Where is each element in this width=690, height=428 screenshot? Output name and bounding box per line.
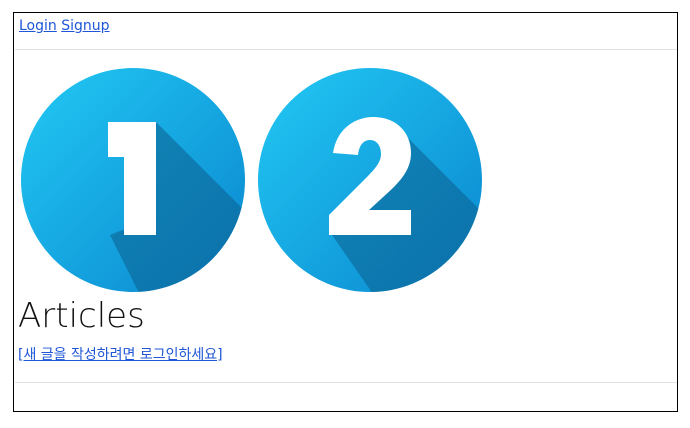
signup-link[interactable]: Signup [61, 18, 110, 34]
top-nav: Login Signup [19, 17, 110, 35]
number-two-badge-icon [258, 68, 482, 292]
page-frame: Login Signup [13, 12, 678, 412]
number-badges [20, 67, 490, 293]
number-one-badge-icon [21, 68, 245, 292]
top-divider [15, 49, 677, 50]
bottom-divider [15, 382, 677, 383]
page-title: Articles [18, 296, 145, 336]
login-link[interactable]: Login [19, 18, 57, 34]
login-to-write-link[interactable]: [새 글을 작성하려면 로그인하세요] [18, 347, 223, 363]
